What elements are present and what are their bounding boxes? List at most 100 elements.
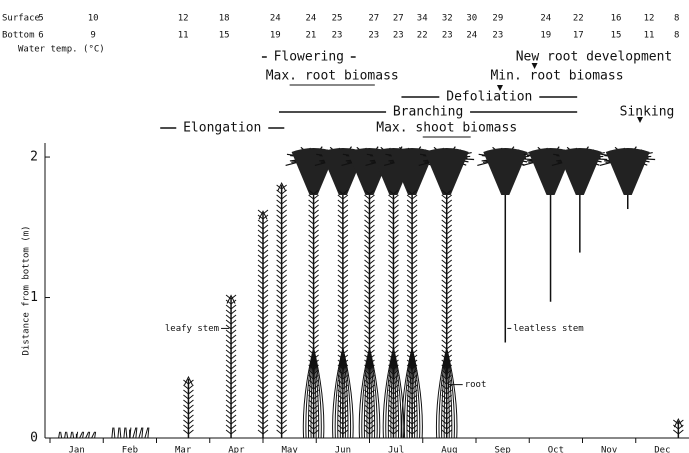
plant [111, 427, 150, 439]
plant-roots [358, 347, 381, 439]
plant-tip [226, 294, 236, 304]
surface-temp: 24 [270, 14, 281, 24]
plant [58, 431, 97, 439]
bottom-temp: 6 [38, 31, 43, 41]
phase-gap [439, 90, 540, 104]
surface-temp: 32 [442, 14, 453, 24]
plant-leaves [183, 379, 194, 435]
temp-title: Water temp. (°C) [18, 45, 105, 55]
bottom-temp: 15 [219, 31, 230, 41]
plant [551, 146, 608, 253]
bottom-temp: 24 [466, 31, 477, 41]
plant-crown [390, 148, 435, 196]
annotation: leatless stem [513, 324, 583, 334]
bottom-temp: 19 [270, 31, 281, 41]
surface-temp: 22 [573, 14, 584, 24]
plant-leaves [257, 209, 269, 435]
plant-roots [401, 347, 423, 439]
annotation: root [465, 380, 487, 390]
plant-roots [302, 347, 325, 439]
bottom-temp: 23 [442, 31, 453, 41]
x-tick-label: Aug [441, 446, 457, 453]
y-tick-label: 1 [30, 290, 38, 305]
plant-crown [483, 148, 528, 196]
x-tick-label: May [281, 446, 298, 453]
plant [599, 146, 656, 210]
bottom-temp: 23 [368, 31, 379, 41]
bottom-temp: 9 [90, 31, 95, 41]
plant [673, 418, 684, 438]
bottom-temp: 23 [492, 31, 503, 41]
y-tick-label: 0 [30, 431, 38, 446]
plant-tip [673, 418, 683, 428]
bottom-temp: 15 [611, 31, 622, 41]
event-marker [637, 117, 644, 123]
bottom-temp: 11 [178, 31, 189, 41]
plant [418, 146, 475, 439]
plant [225, 294, 237, 438]
plant [383, 146, 440, 439]
x-tick-label: Jul [388, 446, 404, 453]
plant [314, 146, 371, 439]
x-tick-label: Jan [68, 446, 84, 453]
bottom-temp: 19 [540, 31, 551, 41]
y-axis-label: Distance from bottom (m) [22, 225, 32, 355]
phase-gap [176, 121, 269, 135]
surface-temp: 24 [540, 14, 551, 24]
peak-label: Max. root biomass [266, 69, 399, 84]
plant-tip [277, 182, 287, 192]
bottom-temp: 22 [417, 31, 428, 41]
bottom-temp: 11 [644, 31, 655, 41]
surface-temp: 12 [178, 14, 189, 24]
plant-crown [605, 148, 650, 196]
surface-temp: 18 [219, 14, 230, 24]
row-label: Surface [2, 14, 40, 24]
y-tick-label: 2 [30, 150, 38, 165]
phase-gap [386, 105, 471, 119]
surface-temp: 10 [88, 14, 99, 24]
plant-leaves [225, 294, 237, 435]
phase-label: Branching [393, 105, 463, 120]
x-tick-label: Jun [335, 446, 351, 453]
surface-temp: 27 [393, 14, 404, 24]
plant-roots [435, 347, 458, 439]
phase-gap [266, 50, 351, 64]
event-marker [496, 85, 503, 91]
plant-leaves [276, 184, 287, 435]
bottom-temp: 23 [393, 31, 404, 41]
plant-leaves [58, 431, 97, 439]
bottom-temp: 17 [573, 31, 584, 41]
plant [183, 375, 194, 438]
peak-label: Max. shoot biomass [376, 121, 517, 136]
bottom-temp: 21 [306, 31, 317, 41]
row-label: Bottom [2, 31, 35, 41]
event-marker [531, 63, 538, 69]
surface-temp: 25 [332, 14, 343, 24]
plant-roots [382, 347, 405, 439]
phase-label: Elongation [183, 121, 261, 136]
event-label: Sinking [620, 105, 675, 120]
bottom-temp: 8 [674, 31, 679, 41]
surface-temp: 34 [417, 14, 428, 24]
plant [276, 182, 287, 438]
plant-crown [424, 148, 469, 196]
plant [257, 209, 269, 438]
surface-temp: 8 [674, 14, 679, 24]
x-tick-label: Feb [122, 446, 138, 453]
plant-leaves [673, 419, 684, 435]
x-tick-label: Sep [494, 446, 510, 453]
plant-tip [184, 375, 193, 386]
surface-temp: 12 [644, 14, 655, 24]
plant [285, 146, 342, 439]
bottom-temp: 23 [332, 31, 343, 41]
plant [477, 146, 533, 343]
phase-label: Defoliation [446, 90, 532, 105]
surface-temp: 30 [466, 14, 477, 24]
surface-temp: 27 [368, 14, 379, 24]
surface-temp: 16 [611, 14, 622, 24]
phase-label: Flowering [274, 50, 344, 65]
event-label: New root development [516, 50, 673, 65]
plant-crown [557, 148, 602, 196]
